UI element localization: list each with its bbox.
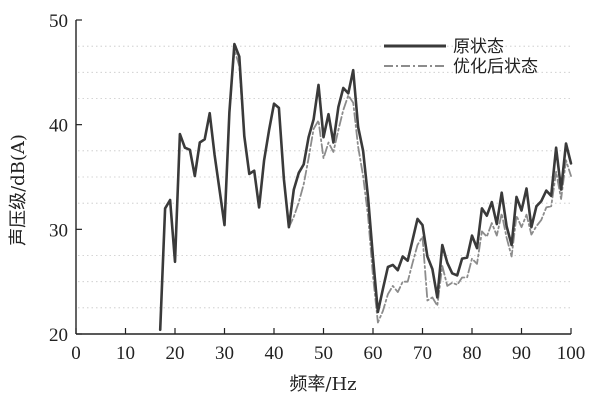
y-tick-label: 50 [49, 11, 68, 32]
x-tick-label: 20 [166, 343, 185, 364]
legend-label-original: 原状态 [453, 37, 504, 57]
x-tick-label: 100 [557, 343, 586, 364]
series-layer [158, 42, 573, 332]
x-tick-label: 70 [413, 343, 432, 364]
x-tick-label: 90 [512, 343, 531, 364]
x-tick-label: 80 [463, 343, 482, 364]
x-tick-label: 0 [71, 343, 81, 364]
x-tick-label: 40 [265, 343, 284, 364]
x-tick-label: 50 [314, 343, 333, 364]
series-line-optimized [159, 48, 572, 331]
y-tick-label: 20 [49, 325, 68, 346]
grid-layer [78, 45, 571, 309]
ticks-layer: 0 10 20 30 40 50 60 70 80 90 100 20 30 40 50 [49, 11, 585, 364]
x-tick-label: 60 [364, 343, 383, 364]
x-axis-title: 频率/Hz [289, 374, 356, 395]
series-line-original [158, 42, 573, 332]
legend-label-optimized: 优化后状态 [453, 57, 538, 77]
y-axis-title: 声压级/dB(A) [8, 134, 29, 246]
x-tick-label: 10 [116, 343, 135, 364]
y-tick-label: 40 [49, 116, 68, 137]
x-tick-label: 30 [215, 343, 234, 364]
legend: 原状态 优化后状态 [384, 37, 538, 77]
y-tick-label: 30 [49, 220, 68, 241]
